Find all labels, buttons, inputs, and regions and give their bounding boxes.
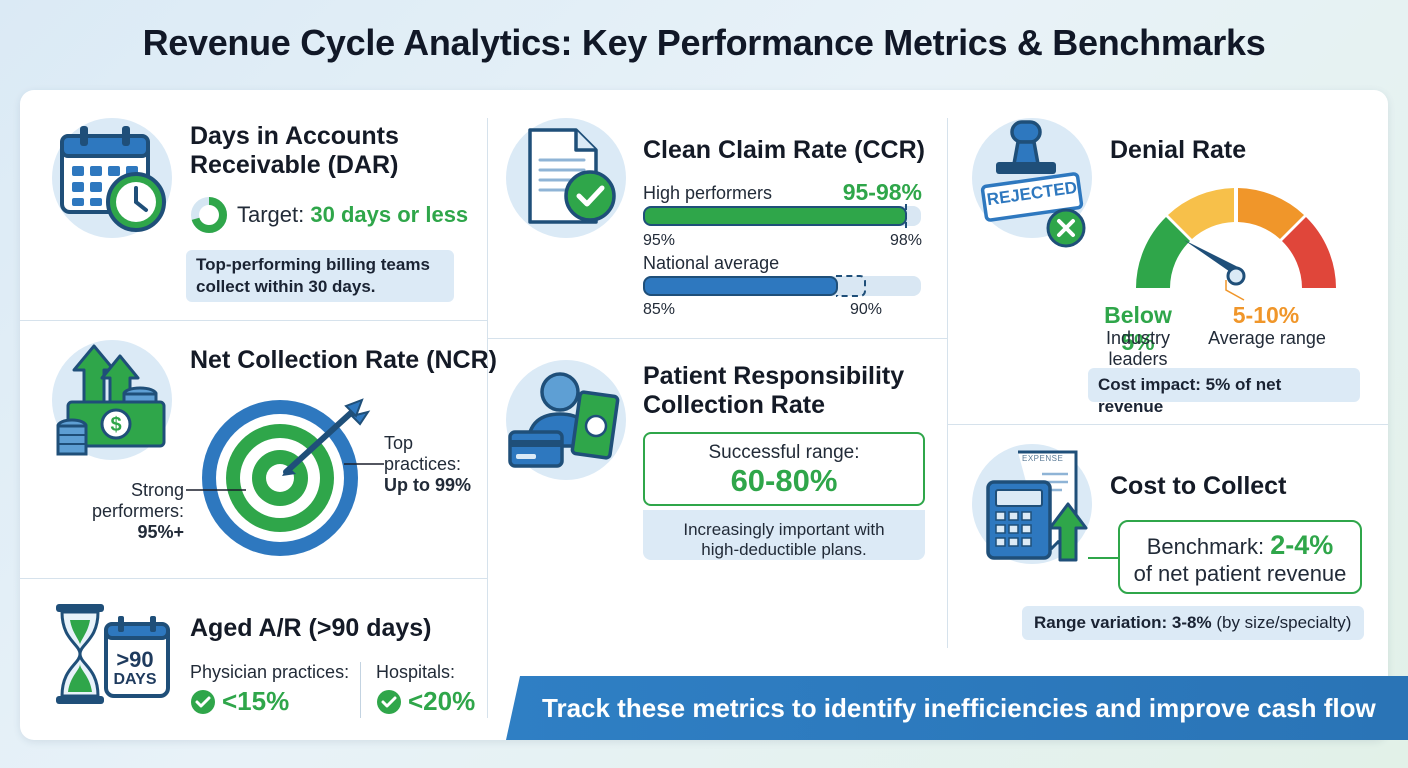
aged-divider — [360, 662, 361, 718]
row-divider-ncr — [20, 578, 487, 579]
money-growth-icon: $ — [56, 344, 166, 456]
cost-leader-line — [1088, 557, 1120, 559]
aged-days-badge: >90 DAYS — [113, 647, 157, 689]
cost-benchmark-box: Benchmark: 2-4% of net patient revenue — [1118, 520, 1362, 594]
document-check-icon — [528, 128, 616, 224]
ncr-title: Net Collection Rate (NCR) — [190, 346, 497, 374]
dar-target: Target: 30 days or less — [237, 202, 469, 227]
patient-note: Increasingly important with high-deducti… — [643, 510, 925, 560]
denial-cost-impact: Cost impact: 5% of net revenue — [1088, 368, 1360, 416]
strong-leader-line — [186, 489, 246, 491]
hourglass-calendar-icon — [56, 604, 170, 704]
page-title: Revenue Cycle Analytics: Key Performance… — [142, 22, 1266, 63]
dar-note: Top-performing billing teams collect wit… — [186, 250, 454, 302]
calendar-clock-icon — [60, 126, 166, 232]
physician-label: Physician practices: — [190, 662, 350, 682]
ccr-title: Clean Claim Rate (CCR) — [643, 136, 925, 164]
hospital-label: Hospitals: — [376, 662, 456, 682]
ccr-high-min: 95% — [643, 232, 676, 249]
ccr-high-label: High performers — [643, 183, 773, 203]
ccr-avg-range-marker — [836, 275, 866, 297]
ccr-avg-bar — [643, 276, 921, 296]
ccr-avg-bar-fill — [643, 276, 838, 296]
cost-title: Cost to Collect — [1110, 472, 1287, 500]
target-arrow-icon — [202, 398, 371, 556]
denial-below-value: Below 5% — [1104, 302, 1172, 355]
column-divider-right — [947, 118, 948, 648]
hospital-value: <20% — [408, 686, 476, 716]
patient-range-box: Successful range: 60-80% — [643, 432, 925, 506]
row-divider-denial — [947, 424, 1388, 425]
column-divider-left — [487, 118, 488, 718]
check-circle-icon — [191, 690, 215, 714]
dar-donut-icon — [191, 197, 227, 233]
denial-below-label: Industry leaders — [1105, 328, 1171, 369]
ccr-high-bar-fill — [643, 206, 908, 226]
aged-title: Aged A/R (>90 days) — [190, 614, 432, 642]
ncr-strong-label-2: performers: 95%+ — [91, 501, 184, 542]
ncr-top-label: Top practices: Up to 99% — [384, 433, 472, 495]
denial-avg-value: 5-10% — [1232, 302, 1300, 328]
cost-range-variation: Range variation: 3-8% (by size/specialty… — [1022, 606, 1364, 640]
physician-value: <15% — [222, 686, 290, 716]
calculator-receipt-icon — [986, 450, 1088, 562]
footer-banner: Track these metrics to identify ineffici… — [506, 676, 1408, 740]
top-leader-line — [344, 463, 384, 465]
receipt-text: EXPENSE — [1022, 454, 1064, 463]
patient-title: Patient Responsibility Collection Rate — [643, 362, 905, 419]
ccr-high-value: 95-98% — [842, 179, 922, 205]
denial-title: Denial Rate — [1110, 136, 1247, 164]
denial-gauge — [1136, 188, 1336, 288]
ccr-avg-label: National average — [643, 253, 780, 273]
svg-text:$: $ — [110, 414, 121, 436]
check-circle-icon — [377, 690, 401, 714]
footer-text: Track these metrics to identify ineffici… — [542, 692, 1376, 723]
ccr-high-bar — [643, 206, 921, 226]
denial-avg-label: Average range — [1208, 328, 1326, 348]
ncr-strong-label: Strong — [130, 480, 184, 500]
row-divider-ccr — [487, 338, 947, 339]
rejected-stamp-icon — [980, 120, 1086, 248]
dar-title: Days in Accounts Receivable (DAR) — [190, 122, 399, 179]
ccr-high-max: 98% — [889, 232, 922, 249]
ccr-avg-min: 85% — [643, 301, 676, 318]
gauge-leader-line — [1225, 280, 1245, 301]
row-divider-dar — [20, 320, 487, 321]
ccr-high-marker — [905, 204, 907, 228]
ccr-avg-max: 90% — [850, 301, 883, 318]
patient-payment-icon — [508, 372, 620, 468]
